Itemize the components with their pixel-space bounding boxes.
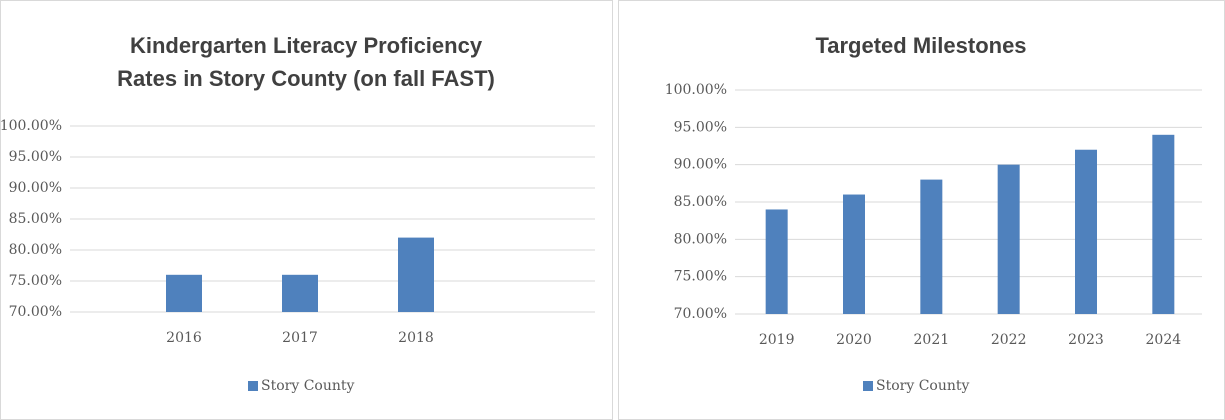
x-tick-label: 2022 bbox=[991, 332, 1027, 348]
x-tick-label: 2019 bbox=[759, 332, 795, 348]
bar bbox=[282, 274, 318, 312]
y-tick-label: 100.00% bbox=[0, 118, 62, 134]
x-tick-label: 2023 bbox=[1068, 332, 1104, 348]
x-tick-label: 2020 bbox=[836, 332, 872, 348]
bar bbox=[166, 274, 202, 312]
bar bbox=[1075, 149, 1097, 314]
bar bbox=[765, 209, 788, 314]
chart-frame bbox=[0, 0, 613, 420]
y-tick-label: 95.00% bbox=[9, 149, 62, 165]
legend-label: Story County bbox=[261, 378, 354, 394]
bar bbox=[920, 179, 943, 314]
x-tick-label: 2018 bbox=[398, 330, 434, 346]
x-tick-label: 2024 bbox=[1146, 332, 1182, 348]
y-tick-label: 80.00% bbox=[9, 242, 62, 258]
legend-swatch bbox=[248, 381, 258, 391]
y-tick-label: 100.00% bbox=[665, 82, 727, 98]
x-tick-label: 2017 bbox=[282, 330, 318, 346]
bar bbox=[843, 194, 865, 314]
y-tick-label: 70.00% bbox=[674, 306, 727, 322]
chart-title: Kindergarten Literacy Proficiency Rates i… bbox=[117, 33, 495, 91]
y-tick-label: 90.00% bbox=[674, 157, 727, 173]
bar bbox=[1152, 134, 1175, 314]
y-tick-label: 80.00% bbox=[674, 231, 727, 247]
y-tick-label: 75.00% bbox=[9, 273, 62, 289]
legend-swatch bbox=[863, 381, 873, 391]
x-tick-label: 2016 bbox=[166, 330, 202, 346]
x-tick-label: 2021 bbox=[914, 332, 950, 348]
y-tick-label: 70.00% bbox=[9, 304, 62, 320]
bar bbox=[997, 164, 1020, 314]
y-tick-label: 85.00% bbox=[9, 211, 62, 227]
y-tick-label: 85.00% bbox=[674, 194, 727, 210]
y-tick-label: 95.00% bbox=[674, 119, 727, 135]
y-tick-label: 75.00% bbox=[674, 269, 727, 285]
y-tick-label: 90.00% bbox=[9, 180, 62, 196]
bar bbox=[398, 237, 434, 312]
legend-label: Story County bbox=[876, 378, 969, 394]
chart-title: Targeted Milestones bbox=[815, 33, 1026, 58]
